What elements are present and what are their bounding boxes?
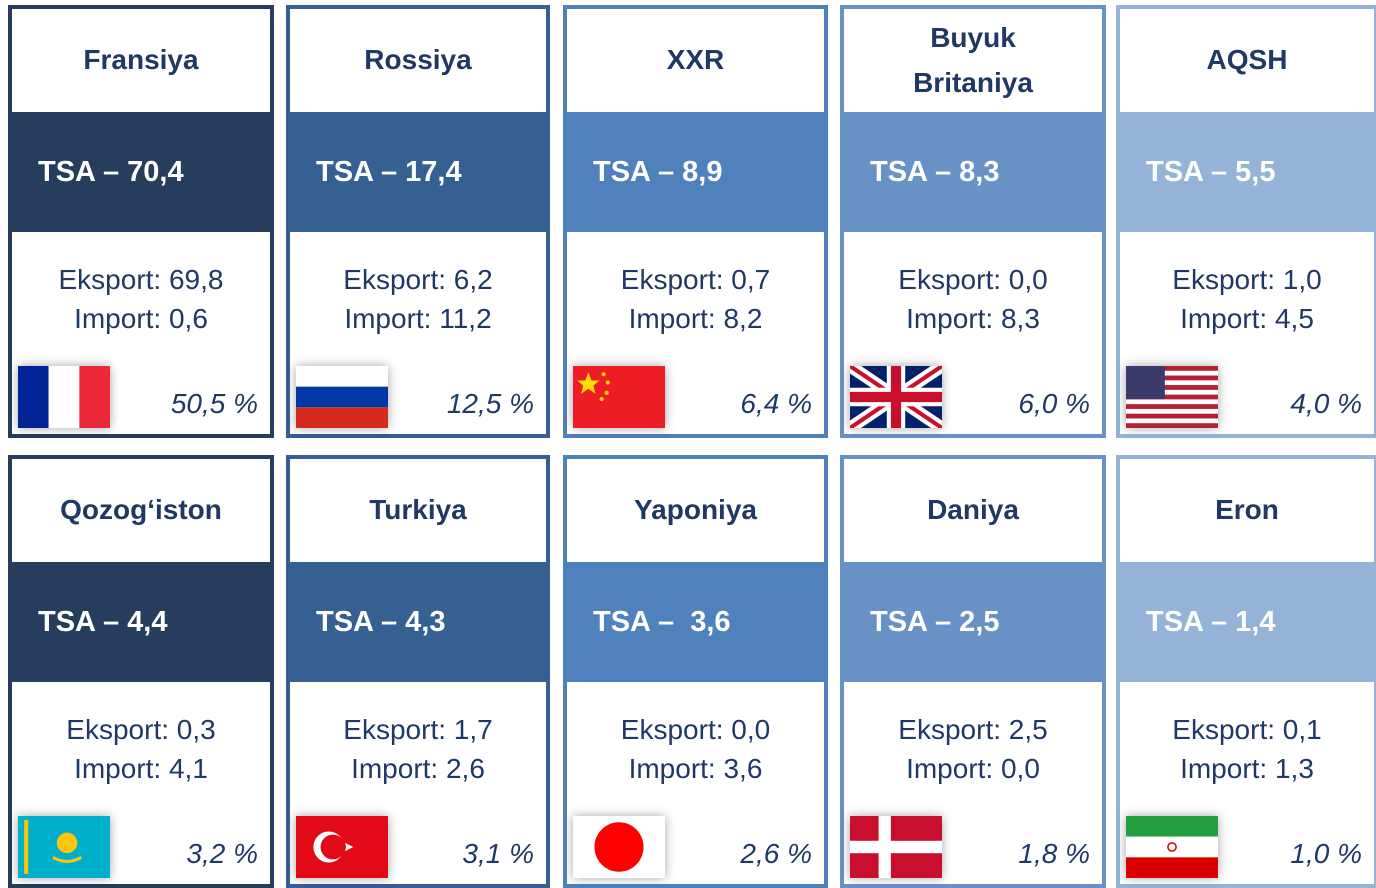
share-value: 3,1 % (462, 838, 534, 869)
country-card: Fransiya TSA – 70,4 Eksport: 69,8 Import: 0… (8, 5, 274, 438)
country-name: AQSH (1206, 44, 1288, 76)
flag (573, 366, 665, 428)
export-value: Eksport: 0,3 (66, 714, 216, 745)
share-value: 6,0 % (1018, 388, 1090, 419)
tsa-value: TSA – 8,3 (844, 112, 1102, 232)
import-value: Import: 0,0 (906, 753, 1040, 784)
country-name: Eron (1215, 494, 1279, 526)
export-value: Eksport: 69,8 (58, 264, 224, 295)
import-value: Import: 0,6 (74, 303, 208, 334)
tsa-value: TSA – 8,9 (567, 112, 824, 232)
import-value: Import: 2,6 (351, 753, 485, 784)
export-value: Eksport: 1,7 (343, 714, 493, 745)
flag (18, 816, 110, 878)
export-value: Eksport: 2,5 (898, 714, 1048, 745)
country-name: Fransiya (83, 44, 199, 76)
tsa-value: TSA – 3,6 (567, 562, 824, 682)
tsa-value: TSA – 5,5 (1120, 112, 1374, 232)
flag (18, 366, 110, 428)
tsa-value: TSA – 4,3 (290, 562, 546, 682)
export-value: Eksport: 0,0 (620, 714, 771, 745)
tsa-value: TSA – 70,4 (12, 112, 270, 232)
export-value: Eksport: 1,0 (1172, 264, 1322, 295)
country-name: Daniya (927, 494, 1019, 526)
flag (850, 366, 942, 428)
country-card: Eron TSA – 1,4 Eksport: 0,1 Import: 1,3 1,0 … (1116, 455, 1376, 888)
country-card: Qozog‘iston TSA – 4,4 Eksport: 0,3 Import: … (8, 455, 274, 888)
country-name: Turkiya (369, 494, 467, 526)
country-name: Rossiya (364, 44, 472, 76)
share-value: 1,0 % (1290, 838, 1362, 869)
country-card: Yaponiya TSA – 3,6 Eksport: 0,0 Import: 3,6… (563, 455, 828, 888)
import-value: Import: 11,2 (344, 303, 492, 334)
tsa-value: TSA – 17,4 (290, 112, 546, 232)
country-card: XXR TSA – 8,9 Eksport: 0,7 Import: 8,2 6,4 % (563, 5, 828, 438)
flag (850, 816, 942, 878)
flag (1126, 366, 1218, 428)
tsa-value: TSA – 4,4 (12, 562, 270, 682)
country-card: AQSH TSA – 5,5 Eksport: 1,0 Import: 4,5 4,0 … (1116, 5, 1376, 438)
tsa-value: TSA – 1,4 (1120, 562, 1374, 682)
country-card: Daniya TSA – 2,5 Eksport: 2,5 Import: 0,0 1,… (840, 455, 1106, 888)
country-card: Turkiya TSA – 4,3 Eksport: 1,7 Import: 2,6 3… (286, 455, 550, 888)
share-value: 1,8 % (1018, 838, 1090, 869)
share-value: 12,5 % (446, 388, 534, 419)
export-value: Eksport: 0,7 (620, 264, 771, 295)
country-card: Buyuk Britaniya TSA – 8,3 Eksport: 0,0 Impo… (840, 5, 1106, 438)
share-value: 2,6 % (740, 838, 812, 869)
export-value: Eksport: 0,0 (898, 264, 1048, 295)
country-name: XXR (666, 44, 725, 76)
share-value: 3,2 % (186, 838, 258, 869)
country-name: Yaponiya (634, 494, 757, 526)
import-value: Import: 8,3 (906, 303, 1040, 334)
export-value: Eksport: 0,1 (1172, 714, 1322, 745)
flag (573, 816, 665, 878)
country-name: Qozog‘iston (60, 494, 222, 526)
import-value: Import: 4,5 (1180, 303, 1314, 334)
share-value: 6,4 % (740, 388, 812, 419)
flag (1126, 816, 1218, 878)
flag (296, 816, 388, 878)
country-card: Rossiya TSA – 17,4 Eksport: 6,2 Import: 11,… (286, 5, 550, 438)
tsa-value: TSA – 2,5 (844, 562, 1102, 682)
import-value: Import: 3,6 (628, 753, 763, 784)
import-value: Import: 8,2 (628, 303, 763, 334)
country-name: Buyuk Britaniya (913, 21, 1033, 98)
flag (296, 366, 388, 428)
share-value: 50,5 % (170, 388, 258, 419)
import-value: Import: 4,1 (74, 753, 208, 784)
share-value: 4,0 % (1290, 388, 1362, 419)
import-value: Import: 1,3 (1180, 753, 1314, 784)
export-value: Eksport: 6,2 (343, 264, 493, 295)
